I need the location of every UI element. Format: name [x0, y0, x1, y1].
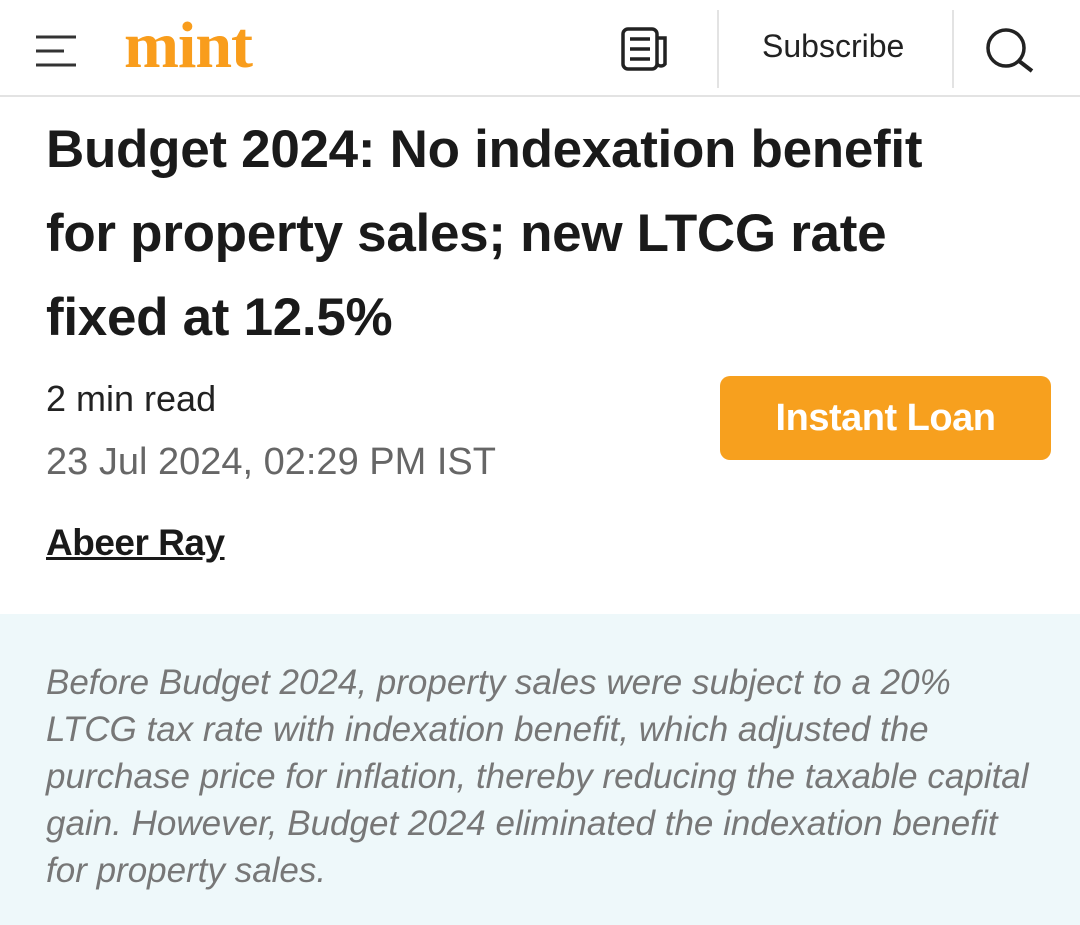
- logo[interactable]: mint: [124, 9, 253, 82]
- publish-date: 23 Jul 2024, 02:29 PM IST: [46, 441, 496, 483]
- epaper-icon[interactable]: [620, 26, 670, 72]
- summary-text: Before Budget 2024, property sales were …: [46, 663, 1029, 890]
- menu-icon[interactable]: [34, 34, 78, 68]
- subscribe-button[interactable]: Subscribe: [762, 28, 905, 64]
- divider: [717, 10, 719, 88]
- search-icon[interactable]: [984, 26, 1038, 74]
- summary-box: [0, 614, 1080, 925]
- read-time: 2 min read: [46, 378, 217, 419]
- header: mint Subscribe: [0, 0, 1080, 97]
- article-title: Budget 2024: No indexation benefit for p…: [46, 120, 923, 347]
- author-link[interactable]: Abeer Ray: [46, 522, 225, 563]
- instant-loan-button[interactable]: Instant Loan: [720, 376, 1051, 460]
- divider: [952, 10, 954, 88]
